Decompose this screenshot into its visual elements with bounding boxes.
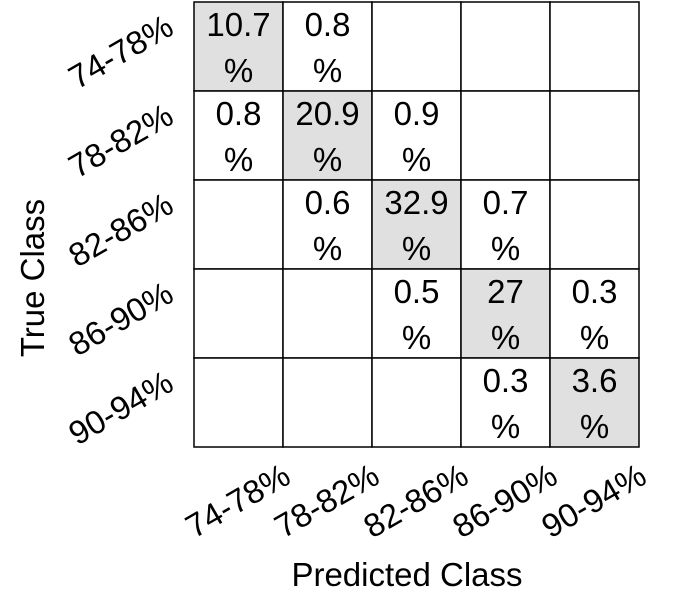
matrix-cell	[460, 90, 551, 181]
x-tick-label: 90-94%	[535, 456, 652, 545]
cell-value-label: 3.6	[572, 362, 618, 399]
y-tick-label: 86-90%	[62, 274, 179, 363]
matrix-cell	[193, 1, 284, 92]
y-tick-label: 90-94%	[62, 363, 179, 452]
cell-percent-sign: %	[402, 141, 431, 178]
cell-value-label: 0.3	[572, 273, 618, 310]
matrix-cell	[549, 179, 640, 270]
cell-percent-sign: %	[313, 230, 342, 267]
cell-value-label: 27	[487, 273, 524, 310]
matrix-cell	[193, 179, 284, 270]
matrix-cell	[549, 357, 640, 448]
matrix-cell	[282, 179, 373, 270]
matrix-cell	[460, 268, 551, 359]
cell-percent-sign: %	[224, 52, 253, 89]
matrix-cell	[193, 357, 284, 448]
y-tick-labels: 74-78%78-82%82-86%86-90%90-94%	[62, 7, 179, 452]
matrix-cell	[460, 357, 551, 448]
cell-percent-sign: %	[491, 319, 520, 356]
y-tick-label: 78-82%	[62, 96, 179, 185]
cell-value-label: 0.8	[305, 6, 351, 43]
cell-value-label: 0.9	[394, 95, 440, 132]
matrix-cell	[460, 179, 551, 270]
cell-percent-sign: %	[313, 141, 342, 178]
matrix-cell	[193, 268, 284, 359]
matrix-cell	[371, 357, 462, 448]
cell-value-label: 32.9	[384, 184, 448, 221]
cell-value-label: 0.3	[483, 362, 529, 399]
y-tick-label: 74-78%	[62, 7, 179, 96]
cell-percent-sign: %	[402, 319, 431, 356]
matrix-cell	[371, 1, 462, 92]
matrix-cell	[282, 1, 373, 92]
matrix-cell	[282, 268, 373, 359]
cell-value-label: 10.7	[206, 6, 270, 43]
matrix-cell	[549, 90, 640, 181]
cell-percent-sign: %	[491, 408, 520, 445]
cell-value-label: 0.6	[305, 184, 351, 221]
matrix-cell	[549, 1, 640, 92]
cell-value-label: 0.5	[394, 273, 440, 310]
matrix-cell	[460, 1, 551, 92]
x-tick-labels: 74-78%78-82%82-86%86-90%90-94%	[179, 456, 652, 545]
matrix-cell	[193, 90, 284, 181]
cell-value-label: 0.7	[483, 184, 529, 221]
matrix-cells: 10.7% 0.8% 0.8% 20.9% 0.9% 0.6% 32.9% 0.7% 0.5% 2…	[193, 1, 640, 448]
cell-percent-sign: %	[491, 230, 520, 267]
cell-percent-sign: %	[224, 141, 253, 178]
matrix-cell	[549, 268, 640, 359]
cell-value-label: 0.8	[216, 95, 262, 132]
matrix-cell	[282, 357, 373, 448]
cell-percent-sign: %	[313, 52, 342, 89]
cell-percent-sign: %	[580, 408, 609, 445]
cell-percent-sign: %	[402, 230, 431, 267]
y-axis-label: True Class	[14, 199, 51, 357]
cell-value-label: 20.9	[295, 95, 359, 132]
cell-percent-sign: %	[580, 319, 609, 356]
x-axis-label: Predicted Class	[291, 556, 522, 593]
y-tick-label: 82-86%	[62, 185, 179, 274]
